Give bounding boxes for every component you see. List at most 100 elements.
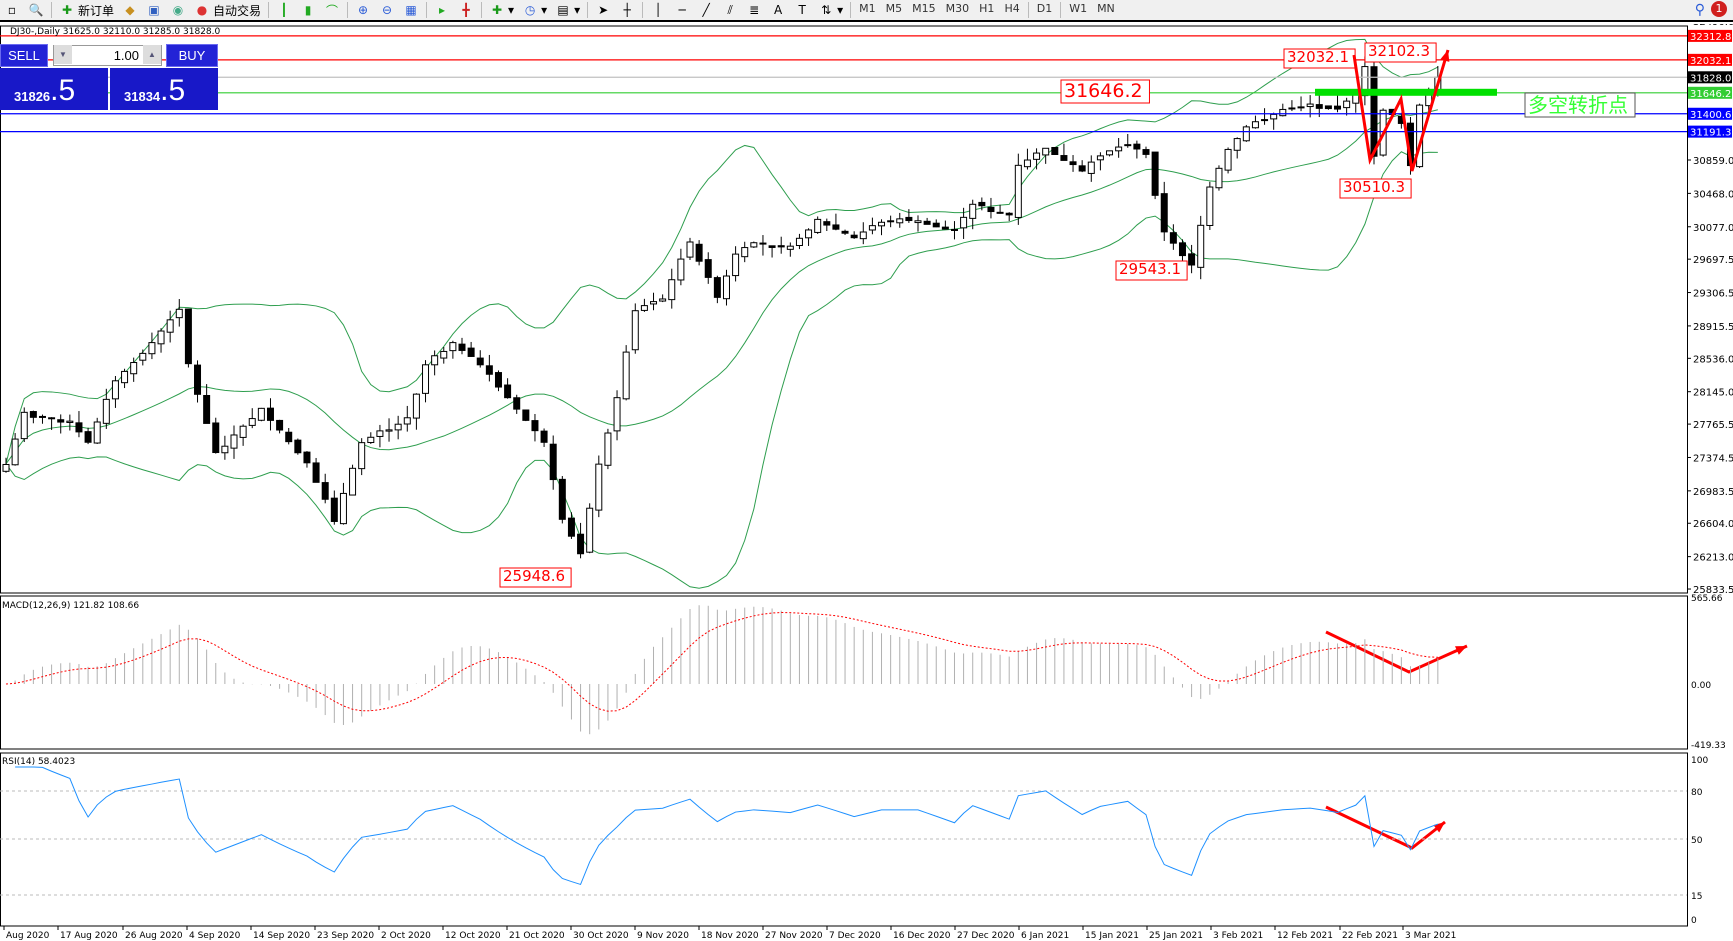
new-chart-button[interactable]: ▫ [0, 0, 24, 20]
candle [285, 427, 293, 445]
templates-button[interactable]: ▤ ▾ [551, 0, 584, 20]
candle [57, 414, 65, 434]
notification-badge[interactable]: 1 [1711, 1, 1727, 17]
candle-bear [1078, 165, 1086, 172]
candle [248, 408, 256, 429]
candle-bull [248, 418, 256, 426]
sell-price-button[interactable]: 31826.5 [0, 68, 108, 110]
macd-pane-frame [0, 595, 1688, 750]
bar-chart-icon: ┃ [280, 3, 288, 17]
rsi-line [15, 766, 1439, 886]
candle-bull [650, 301, 658, 305]
bar-chart-button[interactable]: ┃ [272, 0, 296, 20]
macd-divergence-arrow [1325, 630, 1468, 674]
candle [1324, 105, 1332, 110]
lot-size-input[interactable]: 1.00 [53, 45, 162, 66]
timeframe-mn[interactable]: MN [1097, 2, 1115, 15]
candle [139, 349, 147, 366]
annotation-box [1115, 260, 1188, 281]
date-axis-label: 4 Sep 2020 [189, 931, 241, 941]
buy-button[interactable]: BUY [166, 44, 218, 67]
candle-bear [777, 245, 785, 248]
zoom-in-button[interactable]: ⊕ [351, 0, 375, 20]
zoom-search-button[interactable]: 🔍 [24, 0, 48, 20]
vertical-line-button[interactable]: │ [646, 0, 670, 20]
candle [467, 341, 475, 357]
candle [659, 294, 667, 303]
timeframe-h4[interactable]: H4 [1004, 2, 1020, 15]
candle [339, 482, 347, 525]
trendline-button[interactable]: ╱ [694, 0, 718, 20]
candle [996, 204, 1004, 214]
candle [713, 275, 721, 304]
candle-bull [1115, 146, 1123, 152]
candle [312, 457, 320, 483]
candle-bull [1197, 224, 1205, 268]
text-label-button[interactable]: T [790, 0, 814, 20]
timeframe-m15[interactable]: M15 [912, 2, 936, 15]
candle [458, 337, 466, 355]
candle [932, 219, 940, 228]
tile-windows-button[interactable]: ▦ [399, 0, 423, 20]
candle-bear [905, 216, 913, 222]
date-axis-label: 21 Oct 2020 [509, 931, 565, 941]
candle [11, 433, 19, 466]
zoom-out-button[interactable]: ⊖ [375, 0, 399, 20]
candle-bull [969, 203, 977, 219]
candle [814, 216, 822, 234]
timeframe-d1[interactable]: D1 [1036, 2, 1053, 15]
candle-bear [695, 243, 703, 262]
metaeditor-button[interactable]: ◆ [118, 0, 142, 20]
candle [795, 233, 803, 250]
candle-bull [686, 241, 694, 258]
terminal-button[interactable]: ▣ [142, 0, 166, 20]
timeframe-m1[interactable]: M1 [859, 2, 876, 15]
template-icon: ▤ [557, 3, 569, 17]
search-icon[interactable]: ⚲ [1694, 2, 1705, 18]
line-chart-button[interactable]: ⌒ [320, 0, 344, 20]
timeframe-w1[interactable]: W1 [1069, 2, 1088, 15]
auto-trading-button[interactable]: ● 自动交易 [190, 0, 265, 20]
text-button[interactable]: A [766, 0, 790, 20]
equidistant-channel-button[interactable]: ⫽ [718, 0, 742, 20]
arrows-button[interactable]: ⇅ ▾ [814, 0, 847, 20]
candle [586, 503, 594, 554]
candle-bear [1334, 105, 1342, 110]
lot-decrease-button[interactable]: ▼ [54, 45, 72, 64]
horizontal-line-button[interactable]: ─ [670, 0, 694, 20]
fibonacci-button[interactable]: ≣ [742, 0, 766, 20]
candle [166, 310, 174, 343]
rsi-label: RSI(14) 58.4023 [2, 757, 75, 767]
signals-button[interactable]: ◉ [166, 0, 190, 20]
indicators-button[interactable]: ✚ ▾ [485, 0, 518, 20]
channel-icon: ⫽ [727, 2, 733, 17]
chart-area[interactable]: 32490.0 30859.0 30468.0 30077.0 29697.5 29306… [0, 24, 1733, 941]
candle [732, 246, 740, 282]
price-axis-label: 30468.0 [1693, 189, 1733, 200]
periods-button[interactable]: ◷ ▾ [518, 0, 551, 20]
crosshair-icon: ┼ [623, 3, 631, 17]
candle [349, 464, 357, 496]
new-order-button[interactable]: ✚ 新订单 [55, 0, 118, 20]
candle [1133, 140, 1141, 159]
candle-bear [1051, 146, 1059, 155]
candle [1005, 212, 1013, 222]
candle-bull [376, 430, 384, 437]
lot-increase-button[interactable]: ▲ [143, 45, 161, 64]
timeframe-m30[interactable]: M30 [945, 2, 970, 15]
candle [686, 237, 694, 261]
crosshair-button[interactable]: ┼ [615, 0, 639, 20]
cursor-button[interactable]: ➤ [591, 0, 615, 20]
arrows-icon: ⇅ [821, 3, 832, 17]
timeframe-m5[interactable]: M5 [885, 2, 903, 15]
auto-scroll-button[interactable]: ▸ [430, 0, 454, 20]
chart-shift-button[interactable]: ╋ [454, 0, 478, 20]
candle-chart-button[interactable]: ▮ [296, 0, 320, 20]
date-axis-label: 12 Feb 2021 [1277, 931, 1333, 941]
candle [239, 424, 247, 446]
timeframe-h1[interactable]: H1 [979, 2, 995, 15]
rsi-axis-label: 100 [1691, 756, 1708, 766]
price-axis-label: 30077.0 [1693, 223, 1733, 234]
sell-button[interactable]: SELL [0, 44, 48, 67]
buy-price-button[interactable]: 31834.5 [110, 68, 218, 110]
